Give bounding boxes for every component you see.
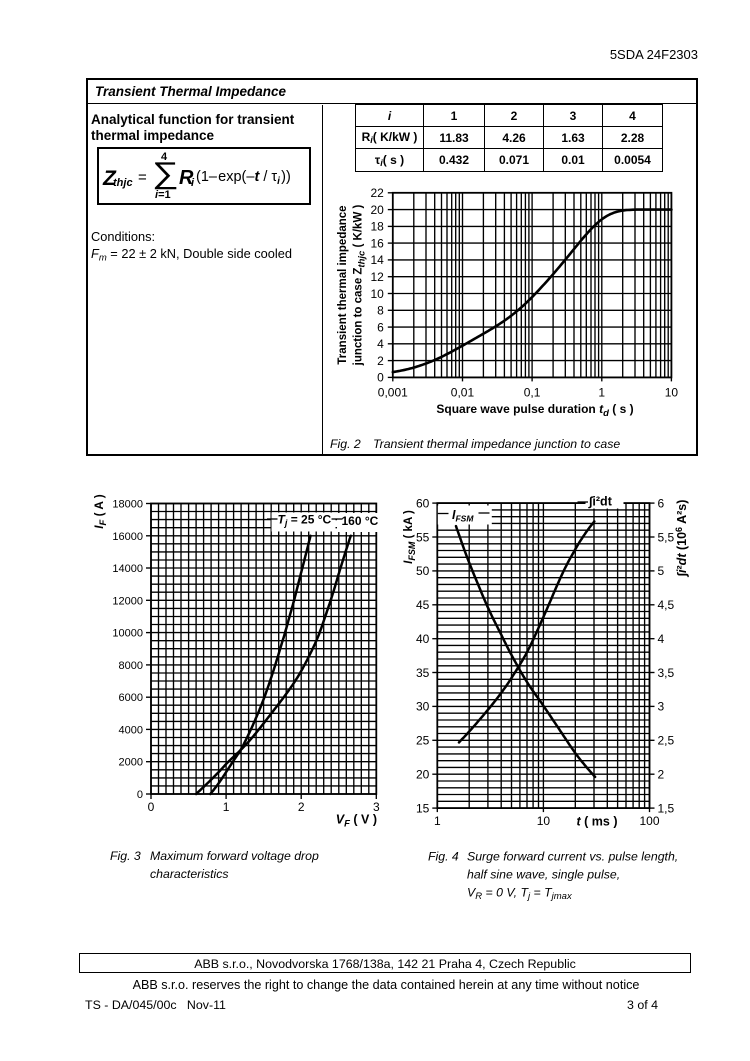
svg-text:1,5: 1,5 (658, 801, 675, 815)
svg-text:1: 1 (434, 814, 441, 828)
svg-text:0: 0 (137, 789, 143, 801)
svg-text:Fig. 2: Fig. 2 (330, 437, 361, 451)
svg-text:Transient thermal impedance ju: Transient thermal impedance junction to … (373, 437, 620, 451)
svg-text:5: 5 (658, 564, 665, 578)
svg-text:35: 35 (416, 666, 430, 680)
svg-text:2: 2 (298, 800, 305, 814)
svg-text:1: 1 (223, 800, 230, 814)
svg-text:12000: 12000 (112, 595, 143, 607)
svg-text:100: 100 (639, 814, 659, 828)
svg-text:4: 4 (377, 337, 384, 351)
svg-text:0,01: 0,01 (451, 385, 475, 399)
svg-text:VF ( V ): VF ( V ) (336, 813, 377, 830)
svg-text:30: 30 (416, 700, 430, 714)
svg-text:16: 16 (370, 236, 384, 250)
svg-text:25: 25 (416, 734, 430, 748)
svg-text:10000: 10000 (112, 628, 143, 640)
svg-text:VR = 0 V, Tj = Tjmax: VR = 0 V, Tj = Tjmax (467, 886, 573, 903)
svg-text:2,5: 2,5 (658, 734, 675, 748)
svg-text:Square wave pulse duration td: Square wave pulse duration td ( s ) (436, 402, 633, 419)
svg-text:junction to case Zthjc ( K/kW: junction to case Zthjc ( K/kW ) (353, 205, 368, 367)
svg-text:3: 3 (658, 700, 665, 714)
svg-text:IF ( A ): IF ( A ) (92, 494, 109, 528)
svg-text:0,1: 0,1 (524, 385, 541, 399)
svg-text:0: 0 (148, 800, 155, 814)
svg-text:18000: 18000 (112, 498, 143, 510)
svg-text:14000: 14000 (112, 563, 143, 575)
svg-text:3,5: 3,5 (658, 666, 675, 680)
svg-text:20: 20 (370, 203, 384, 217)
svg-text:2000: 2000 (119, 757, 143, 769)
svg-text:15: 15 (416, 801, 430, 815)
svg-text:2: 2 (377, 354, 384, 368)
svg-text:50: 50 (416, 564, 430, 578)
svg-text:characteristics: characteristics (150, 867, 229, 881)
svg-text:Fig. 3: Fig. 3 (110, 849, 141, 863)
svg-text:∫i²dt (106 A²s): ∫i²dt (106 A²s) (674, 500, 689, 578)
svg-text:18: 18 (370, 220, 384, 234)
svg-text:Transient thermal impedance: Transient thermal impedance (337, 205, 349, 364)
svg-text:0,001: 0,001 (378, 385, 408, 399)
svg-text:10: 10 (370, 287, 384, 301)
svg-text:2: 2 (658, 768, 665, 782)
svg-text:half sine wave, single pulse,: half sine wave, single pulse, (467, 868, 620, 882)
svg-text:∫i²dt: ∫i²dt (588, 495, 613, 509)
svg-text:1: 1 (598, 385, 605, 399)
svg-text:60: 60 (416, 496, 430, 510)
svg-text:22: 22 (370, 186, 384, 200)
svg-text:14: 14 (370, 253, 384, 267)
svg-text:45: 45 (416, 598, 430, 612)
svg-text:Surge forward current vs. puls: Surge forward current vs. pulse length, (467, 850, 678, 864)
svg-text:12: 12 (370, 270, 384, 284)
svg-text:IFSM: IFSM (452, 508, 474, 524)
svg-text:6000: 6000 (119, 692, 143, 704)
svg-text:4: 4 (658, 632, 665, 646)
svg-text:40: 40 (416, 632, 430, 646)
svg-text:Tj = 25 °C: Tj = 25 °C (278, 513, 332, 529)
svg-text:IFSM ( kA ): IFSM ( kA ) (403, 510, 417, 564)
svg-text:10: 10 (537, 814, 551, 828)
svg-text:20: 20 (416, 768, 430, 782)
svg-text:Fig. 4: Fig. 4 (428, 850, 459, 864)
svg-text:160 °C: 160 °C (342, 514, 379, 528)
svg-text:0: 0 (377, 371, 384, 385)
svg-text:4,5: 4,5 (658, 598, 675, 612)
svg-text:5,5: 5,5 (658, 530, 675, 544)
svg-text:8: 8 (377, 304, 384, 318)
svg-text:10: 10 (665, 385, 679, 399)
svg-text:3: 3 (373, 800, 380, 814)
svg-text:8000: 8000 (119, 660, 143, 672)
svg-text:Maximum forward voltage drop: Maximum forward voltage drop (150, 849, 319, 863)
svg-text:t ( ms ): t ( ms ) (577, 815, 618, 829)
svg-text:6: 6 (658, 496, 665, 510)
svg-text:4000: 4000 (119, 724, 143, 736)
svg-text:6: 6 (377, 320, 384, 334)
svg-text:16000: 16000 (112, 531, 143, 543)
svg-text:55: 55 (416, 530, 430, 544)
